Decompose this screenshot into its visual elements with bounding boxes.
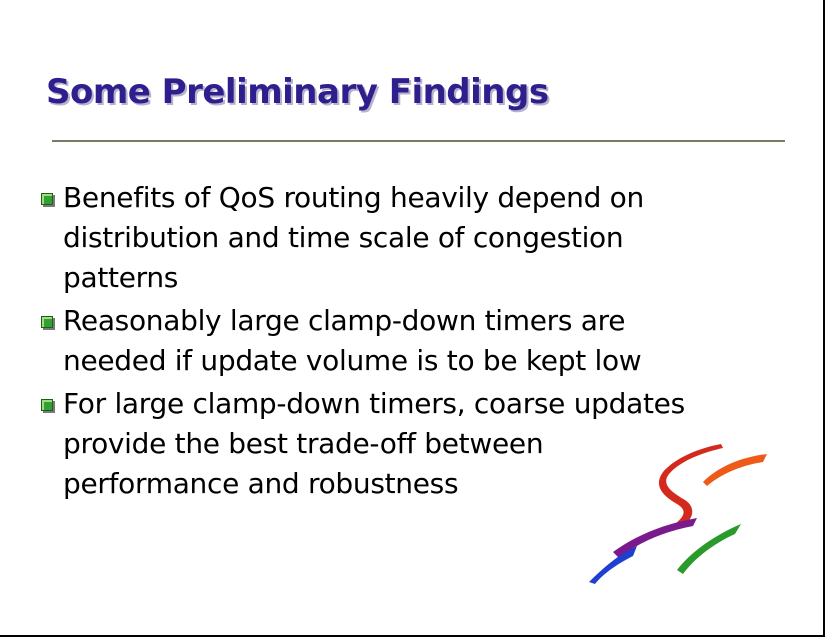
bullet-list: Benefits of QoS routing heavily depend o… (38, 178, 688, 507)
bullet-item: Reasonably large clamp-down timers are n… (38, 301, 688, 381)
bullet-text: For large clamp-down timers, coarse upda… (63, 387, 685, 500)
bullet-item: Benefits of QoS routing heavily depend o… (38, 178, 688, 298)
bullet-text: Reasonably large clamp-down timers are n… (63, 304, 642, 377)
bullet-item: For large clamp-down timers, coarse upda… (38, 384, 688, 504)
square-bullet-icon (41, 193, 53, 205)
square-bullet-icon (41, 399, 53, 411)
square-bullet-icon (41, 316, 53, 328)
bullet-text: Benefits of QoS routing heavily depend o… (63, 181, 644, 294)
slide-title: Some Preliminary Findings (46, 72, 549, 112)
brush-stroke-logo-icon (589, 444, 767, 584)
title-divider (52, 140, 785, 142)
